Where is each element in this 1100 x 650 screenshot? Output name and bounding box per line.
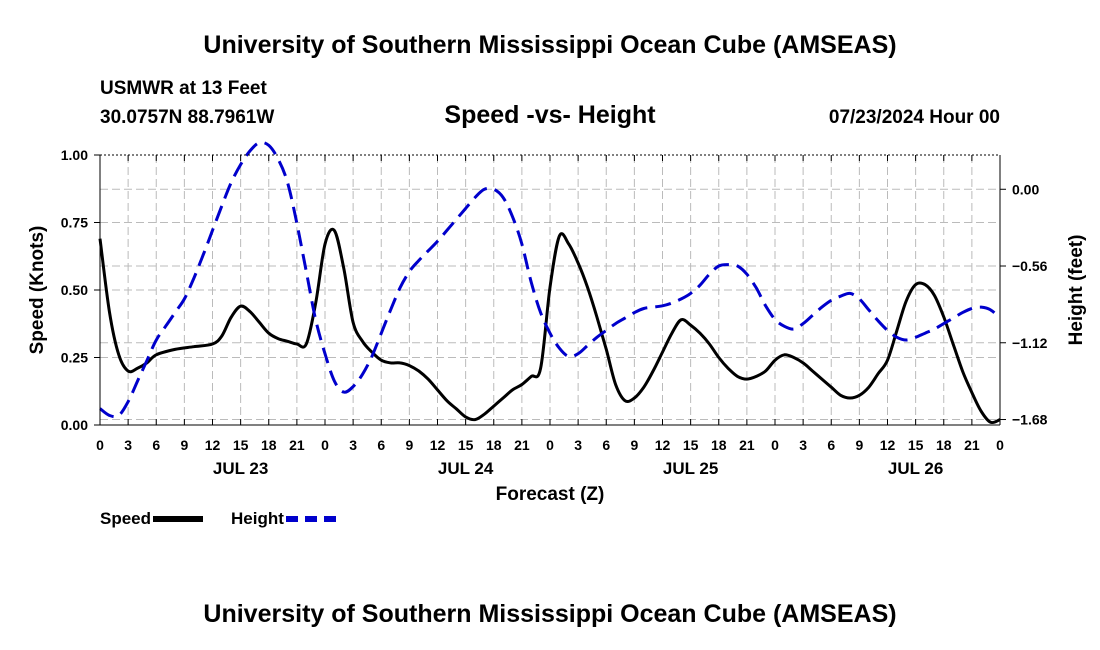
x-tick-label: 9: [630, 437, 638, 453]
y2-axis-label: Height (feet): [1066, 235, 1087, 346]
x-tick-label: 6: [377, 437, 385, 453]
x-tick-label: 9: [180, 437, 188, 453]
y-axis-label: Speed (Knots): [27, 226, 48, 355]
x-tick-label: 6: [827, 437, 835, 453]
x-tick-label: 3: [799, 437, 807, 453]
x-tick-label: 0: [771, 437, 779, 453]
x-tick-label: 12: [430, 437, 446, 453]
x-day-label: JUL 24: [438, 459, 494, 478]
chart-title: University of Southern Mississippi Ocean…: [203, 31, 897, 59]
y-tick-label: 0.00: [61, 417, 88, 433]
y-tick-label: 0.25: [61, 350, 88, 366]
y2-tick-label: −1.68: [1012, 412, 1048, 428]
x-tick-label: 0: [96, 437, 104, 453]
x-tick-label: 3: [124, 437, 132, 453]
y2-tick-label: 0.00: [1012, 181, 1039, 197]
x-tick-label: 12: [655, 437, 671, 453]
y2-tick-label: −1.12: [1012, 335, 1048, 351]
x-tick-label: 18: [711, 437, 727, 453]
x-tick-label: 0: [546, 437, 554, 453]
x-tick-label: 12: [880, 437, 896, 453]
footer-title: University of Southern Mississippi Ocean…: [203, 600, 897, 628]
x-tick-label: 15: [458, 437, 474, 453]
legend-speed: Speed: [100, 509, 204, 529]
legend-height: Height: [231, 509, 336, 529]
x-tick-label: 18: [486, 437, 502, 453]
x-tick-label: 0: [321, 437, 329, 453]
x-day-label: JUL 23: [213, 459, 268, 478]
x-tick-label: 9: [855, 437, 863, 453]
x-tick-label: 21: [514, 437, 530, 453]
x-tick-label: 15: [908, 437, 924, 453]
y2-tick-label: −0.56: [1012, 258, 1048, 274]
forecast-datetime: 07/23/2024 Hour 00: [828, 107, 1000, 128]
x-axis-label: Forecast (Z): [496, 484, 605, 505]
x-day-label: JUL 26: [888, 459, 943, 478]
x-tick-label: 21: [739, 437, 755, 453]
y-tick-label: 0.50: [61, 282, 88, 298]
x-tick-label: 3: [349, 437, 357, 453]
x-tick-label: 3: [574, 437, 582, 453]
x-tick-label: 15: [233, 437, 249, 453]
legend-speed-label: Speed: [100, 509, 152, 528]
x-tick-label: 6: [602, 437, 610, 453]
series-line-speed: [98, 227, 1001, 425]
station-label: USMWR at 13 Feet: [100, 78, 267, 99]
x-tick-label: 18: [261, 437, 277, 453]
coordinates-label: 30.0757N 88.7961W: [100, 107, 275, 128]
x-tick-label: 21: [289, 437, 305, 453]
x-tick-label: 0: [996, 437, 1004, 453]
legend-speed-swatch: [153, 516, 204, 522]
x-tick-label: 18: [936, 437, 952, 453]
series-line-height: [99, 140, 1002, 419]
x-tick-label: 12: [205, 437, 221, 453]
x-tick-label: 6: [152, 437, 160, 453]
chart-subtitle: Speed -vs- Height: [444, 101, 656, 129]
x-tick-label: 9: [405, 437, 413, 453]
x-tick-label: 21: [964, 437, 980, 453]
y-tick-label: 1.00: [61, 147, 88, 163]
x-tick-label: 15: [683, 437, 699, 453]
x-day-label: JUL 25: [663, 459, 718, 478]
y-tick-label: 0.75: [61, 215, 88, 231]
legend-height-swatch: [285, 516, 336, 522]
legend-height-label: Height: [231, 509, 284, 528]
